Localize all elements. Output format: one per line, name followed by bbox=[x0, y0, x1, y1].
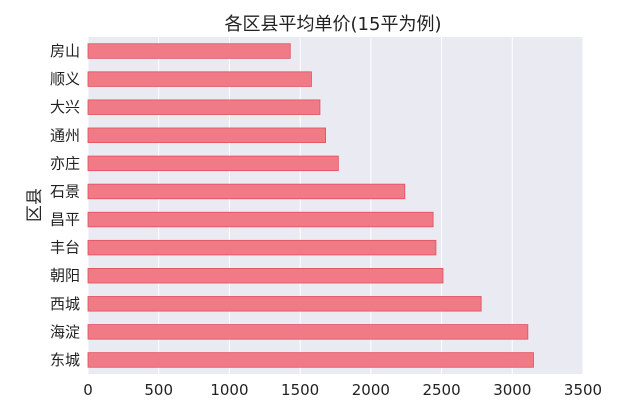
bar-3 bbox=[87, 127, 327, 143]
bar-1 bbox=[87, 71, 312, 87]
bar-9 bbox=[87, 296, 482, 312]
x-tick-label-4: 2000 bbox=[352, 381, 390, 399]
x-tick-label-3: 1500 bbox=[281, 381, 319, 399]
x-tick-label-2: 1000 bbox=[210, 381, 248, 399]
bar-8 bbox=[87, 268, 444, 284]
bar-4 bbox=[87, 155, 339, 172]
category-label-8: 朝阳 bbox=[50, 267, 80, 285]
category-label-0: 房山 bbox=[50, 42, 80, 60]
bar-10 bbox=[87, 324, 529, 340]
x-tick-label-7: 3500 bbox=[564, 381, 602, 399]
bar-11 bbox=[87, 352, 534, 368]
category-label-4: 亦庄 bbox=[50, 154, 80, 172]
bar-2 bbox=[87, 99, 321, 115]
x-tick-labels: 0 500 1000 1500 2000 2500 3000 3500 bbox=[83, 381, 602, 399]
bar-0 bbox=[87, 43, 291, 59]
bar-7 bbox=[87, 239, 437, 256]
x-tick-label-1: 500 bbox=[144, 381, 173, 399]
category-label-2: 大兴 bbox=[50, 98, 80, 116]
category-label-1: 顺义 bbox=[50, 70, 80, 88]
x-tick-label-6: 3000 bbox=[493, 381, 531, 399]
chart-title: 各区县平均单价(15平为例) bbox=[225, 14, 442, 35]
grid-lines bbox=[87, 37, 584, 374]
category-label-10: 海淀 bbox=[50, 323, 80, 341]
category-label-6: 昌平 bbox=[50, 211, 80, 229]
category-label-7: 丰台 bbox=[50, 239, 80, 257]
category-label-3: 通州 bbox=[50, 126, 80, 144]
y-axis-label: 区县 bbox=[25, 188, 45, 222]
category-label-5: 石景 bbox=[50, 182, 80, 200]
category-label-11: 东城 bbox=[50, 351, 80, 369]
bar-5 bbox=[87, 183, 406, 200]
x-tick-label-5: 2500 bbox=[422, 381, 460, 399]
x-tick-label-0: 0 bbox=[83, 381, 93, 399]
bars bbox=[87, 43, 534, 368]
plot-area bbox=[88, 37, 583, 374]
category-label-9: 西城 bbox=[50, 295, 80, 313]
bar-6 bbox=[87, 211, 434, 228]
